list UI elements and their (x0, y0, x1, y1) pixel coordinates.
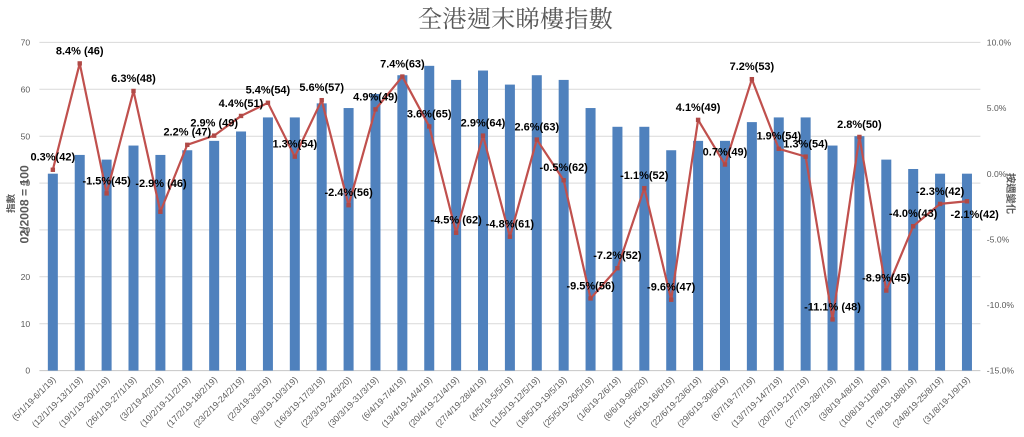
svg-text:70: 70 (21, 38, 31, 48)
svg-text:2.9%(64): 2.9%(64) (461, 118, 506, 130)
svg-text:7.2%(53): 7.2%(53) (730, 61, 775, 73)
svg-text:0: 0 (25, 366, 30, 376)
svg-text:3.6%(65): 3.6%(65) (407, 108, 452, 120)
svg-text:2.9% (49): 2.9% (49) (190, 118, 238, 130)
svg-text:40: 40 (21, 178, 31, 188)
svg-text:5.0%: 5.0% (987, 103, 1007, 113)
svg-text:-4.5% (62): -4.5% (62) (430, 215, 482, 227)
svg-text:-0.5%(62): -0.5%(62) (540, 162, 589, 174)
svg-text:-2.3%(42): -2.3%(42) (916, 186, 965, 198)
svg-text:-10.0%: -10.0% (987, 300, 1015, 310)
svg-text:1.9%(54): 1.9%(54) (756, 131, 801, 143)
svg-text:-8.9%(45): -8.9%(45) (862, 272, 911, 284)
svg-text:4.1%(49): 4.1%(49) (676, 102, 721, 114)
svg-text:1.3%(54): 1.3%(54) (783, 139, 828, 151)
svg-text:8.4% (46): 8.4% (46) (56, 45, 104, 57)
svg-text:-11.1% (48): -11.1% (48) (804, 301, 861, 313)
svg-text:20: 20 (21, 272, 31, 282)
svg-text:-2.9% (46): -2.9% (46) (135, 178, 187, 190)
svg-text:-9.6%(47): -9.6%(47) (647, 282, 696, 294)
svg-text:-4.8%(61): -4.8%(61) (486, 219, 535, 231)
svg-text:-4.0%(43): -4.0%(43) (889, 208, 938, 220)
svg-text:60: 60 (21, 84, 31, 94)
svg-text:1.3%(54): 1.3%(54) (272, 139, 317, 151)
svg-text:30: 30 (21, 225, 31, 235)
svg-text:10: 10 (21, 319, 31, 329)
svg-text:50: 50 (21, 131, 31, 141)
svg-text:10.0%: 10.0% (987, 38, 1012, 48)
svg-text:2.8%(50): 2.8%(50) (837, 119, 882, 131)
svg-text:2.6%(63): 2.6%(63) (514, 122, 559, 134)
svg-text:0.0%: 0.0% (987, 169, 1007, 179)
svg-text:-2.1%(42): -2.1%(42) (951, 209, 1000, 221)
svg-text:0.3%(42): 0.3%(42) (30, 152, 75, 164)
svg-text:-1.1%(52): -1.1%(52) (620, 170, 669, 182)
svg-text:-1.5%(45): -1.5%(45) (82, 175, 131, 187)
svg-text:5.4%(54): 5.4%(54) (246, 85, 291, 97)
svg-text:-5.0%: -5.0% (987, 234, 1010, 244)
svg-text:-9.5%(56): -9.5%(56) (566, 280, 615, 292)
svg-text:-15.0%: -15.0% (987, 366, 1015, 376)
svg-text:4.9%(49): 4.9%(49) (353, 91, 398, 103)
svg-text:7.4%(63): 7.4%(63) (380, 59, 425, 71)
svg-text:-2.4%(56): -2.4%(56) (324, 187, 373, 199)
svg-text:6.3%(48): 6.3%(48) (111, 73, 156, 85)
svg-text:2.2% (47): 2.2% (47) (163, 127, 211, 139)
svg-text:5.6%(57): 5.6%(57) (299, 82, 344, 94)
svg-text:-7.2%(52): -7.2%(52) (593, 250, 642, 262)
svg-text:0.7%(49): 0.7%(49) (703, 146, 748, 158)
svg-text:02/2008 = 100: 02/2008 = 100 (18, 165, 32, 244)
svg-text:4.4%(51): 4.4%(51) (219, 98, 264, 110)
